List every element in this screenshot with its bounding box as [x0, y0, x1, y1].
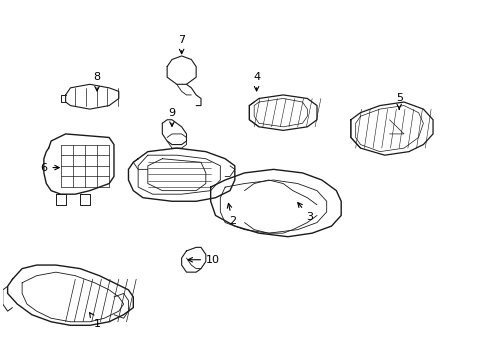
Text: 9: 9 — [168, 108, 175, 126]
Text: 4: 4 — [252, 72, 260, 91]
Text: 8: 8 — [93, 72, 101, 91]
Text: 3: 3 — [297, 203, 313, 222]
Text: 6: 6 — [41, 163, 59, 172]
Text: 5: 5 — [395, 94, 402, 109]
Text: 10: 10 — [188, 255, 220, 265]
Text: 1: 1 — [89, 313, 101, 329]
Text: 7: 7 — [178, 35, 185, 54]
Text: 2: 2 — [227, 203, 236, 226]
